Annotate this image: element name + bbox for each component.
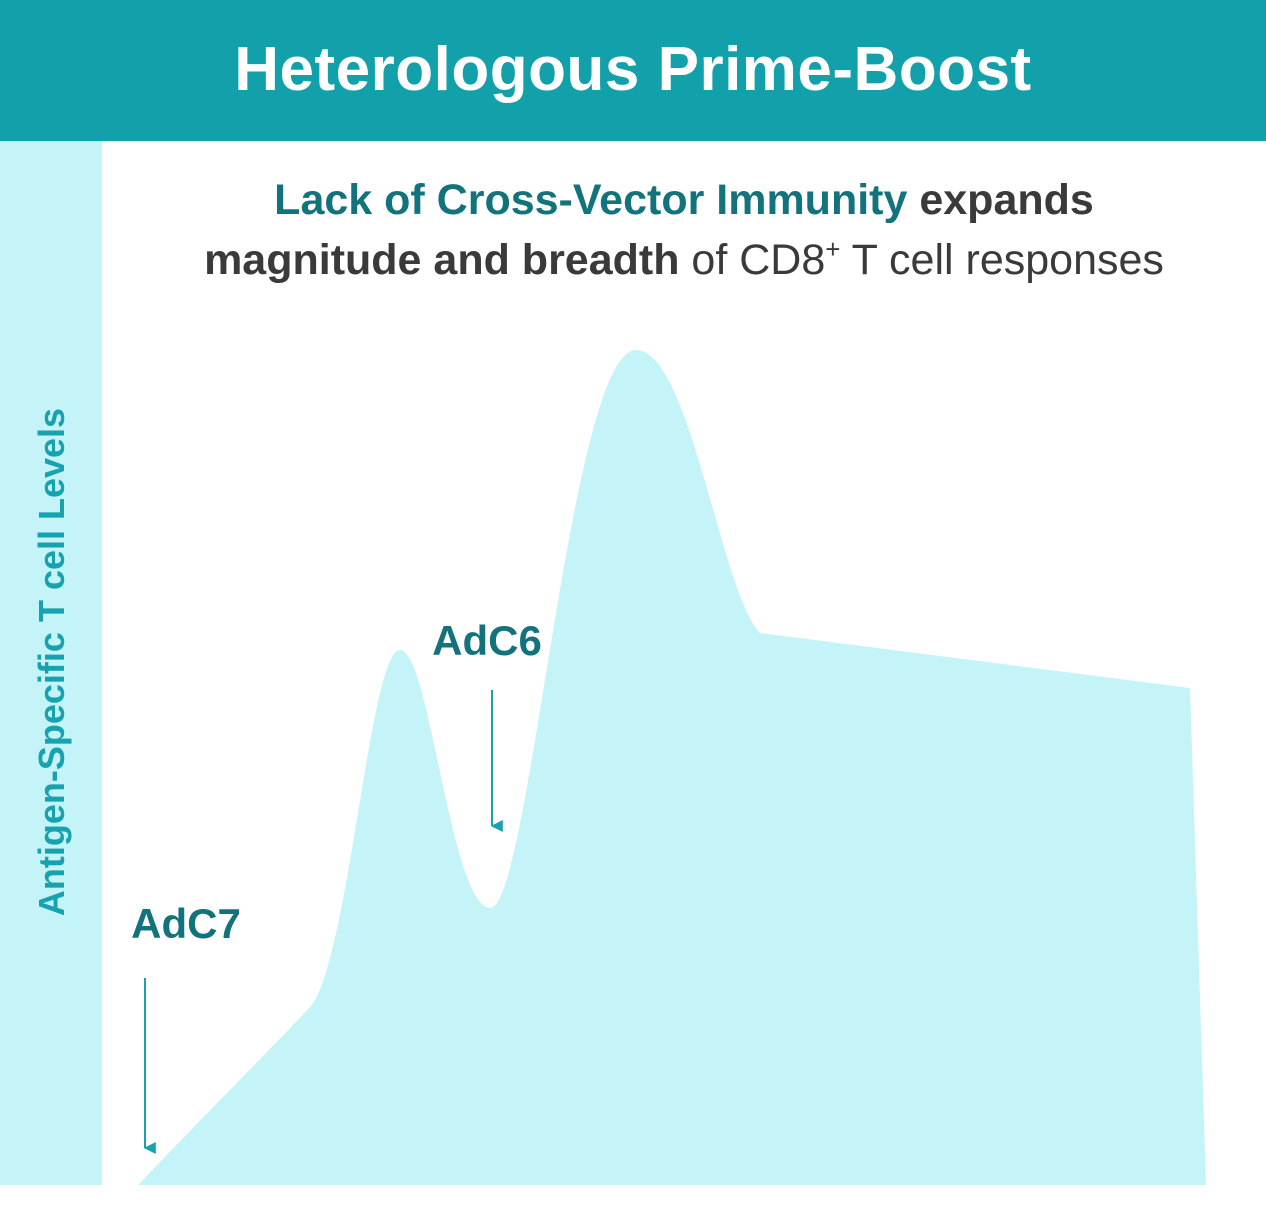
subtitle-highlight: Lack of Cross-Vector Immunity [274, 176, 908, 224]
subtitle-text-4: T cell responses [840, 236, 1164, 284]
subtitle-text-2: magnitude and breadth [204, 236, 680, 284]
y-axis-band [0, 141, 102, 1185]
diagram-subtitle: Lack of Cross-Vector Immunity expands ma… [102, 170, 1266, 290]
header-banner: Heterologous Prime-Boost [0, 0, 1266, 141]
subtitle-text-1: expands [907, 176, 1094, 224]
marker-label-adc6: AdC6 [432, 617, 542, 664]
marker-label-adc7: AdC7 [131, 900, 241, 947]
subtitle-superscript: + [825, 234, 841, 264]
t-cell-response-curve [138, 350, 1206, 1185]
header-title: Heterologous Prime-Boost [234, 35, 1032, 104]
subtitle-text-3: of CD8 [679, 236, 826, 284]
